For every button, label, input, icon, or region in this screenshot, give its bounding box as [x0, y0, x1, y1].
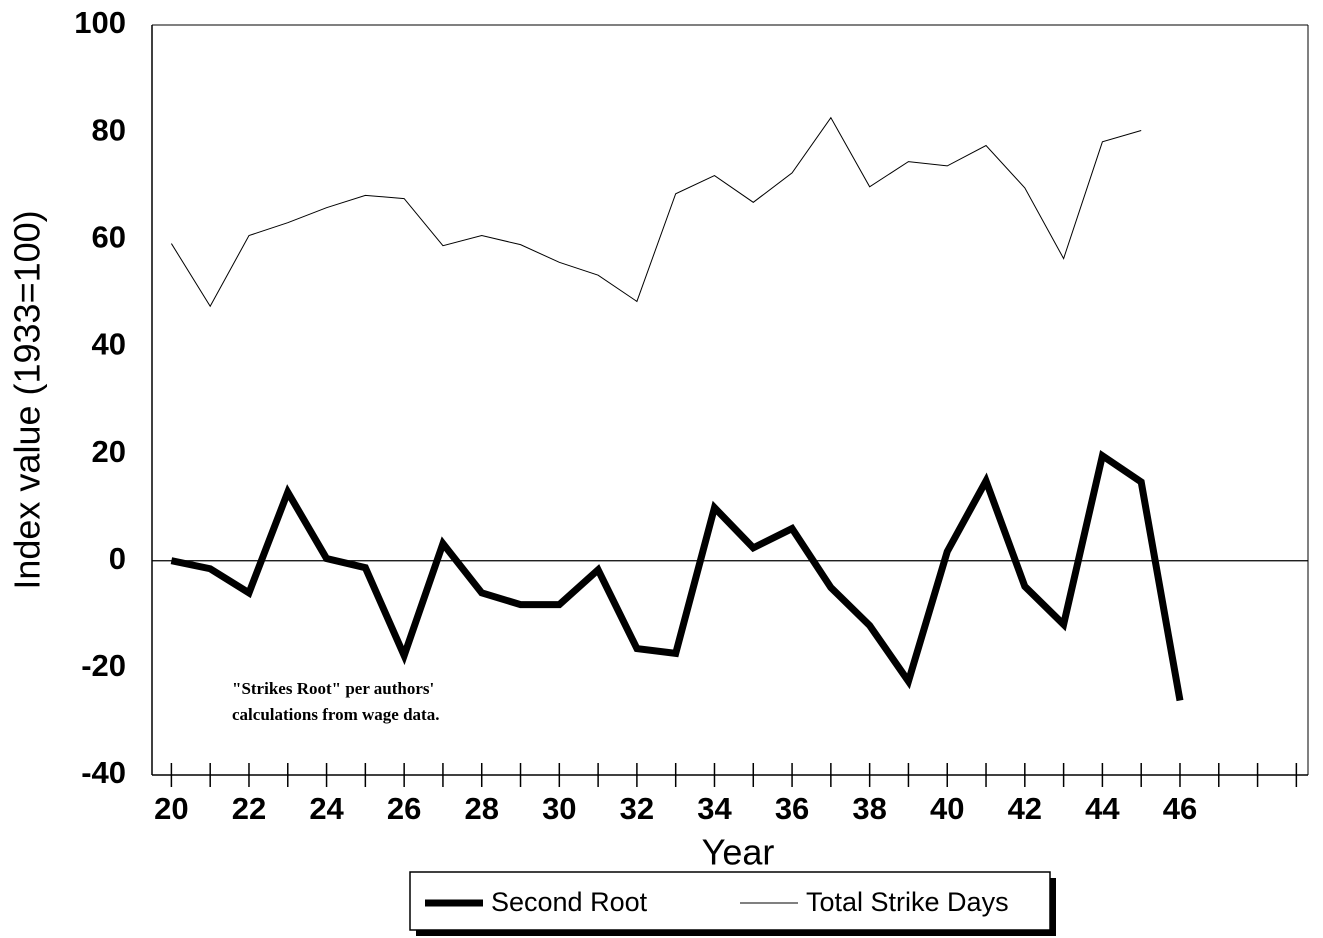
y-tick-label: 40	[92, 327, 126, 362]
x-tick-label: 32	[620, 791, 654, 826]
x-tick-label: 22	[232, 791, 266, 826]
x-tick-label: 30	[542, 791, 576, 826]
x-tick-label: 28	[464, 791, 498, 826]
y-tick-label: 80	[92, 112, 126, 147]
legend-label: Total Strike Days	[806, 887, 1009, 917]
y-axis-title: Index value (1933=100)	[7, 210, 48, 589]
x-tick-label: 36	[775, 791, 809, 826]
legend-label: Second Root	[491, 887, 648, 917]
x-tick-label: 38	[852, 791, 886, 826]
x-tick-label: 20	[154, 791, 188, 826]
x-tick-label: 34	[697, 791, 732, 826]
y-tick-label: -20	[81, 648, 126, 683]
x-tick-label: 26	[387, 791, 421, 826]
series-line	[170, 116, 1142, 308]
x-axis-title: Year	[702, 832, 775, 873]
legend-box	[409, 871, 1051, 931]
y-tick-label: 100	[74, 5, 126, 40]
annotation: "Strikes Root" per authors'	[232, 679, 434, 698]
x-tick-label: 24	[309, 791, 344, 826]
x-tick-label: 46	[1163, 791, 1197, 826]
y-tick-label: 0	[109, 541, 126, 576]
annotation: calculations from wage data.	[232, 705, 439, 724]
series-line	[170, 449, 1184, 702]
y-tick-label: 20	[92, 434, 126, 469]
y-tick-label: -40	[81, 755, 126, 790]
x-tick-label: 40	[930, 791, 964, 826]
y-tick-label: 60	[92, 219, 126, 254]
x-tick-label: 44	[1085, 791, 1120, 826]
x-tick-label: 42	[1008, 791, 1042, 826]
